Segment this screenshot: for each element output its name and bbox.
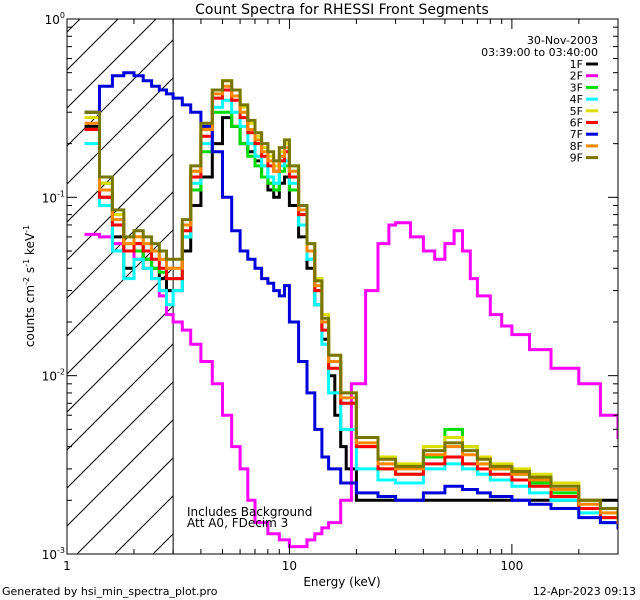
y-tick-labels: 10-3 10-2 10-1 100: [42, 11, 65, 562]
legend-label-2f: 2F: [570, 70, 583, 83]
legend-label-1f: 1F: [570, 58, 583, 71]
plot-frame: [66, 18, 619, 555]
chart-title: Count Spectra for RHESSI Front Segments: [195, 2, 489, 18]
legend-label-5f: 5F: [570, 105, 583, 118]
date-annotation: 30-Nov-2003 03:39:00 to 03:40:00: [481, 34, 598, 59]
series-line-7f: [84, 71, 618, 530]
axis-ticks: [66, 18, 619, 555]
footer-generated-by: Generated by hsi_min_spectra_plot.pro: [2, 585, 218, 598]
hatched-region: [67, 19, 174, 554]
hatch-line: [67, 305, 174, 413]
y-tick-label: 10-3: [42, 546, 65, 562]
annotations: Includes Background Att A0, FDecim 3: [187, 505, 312, 530]
y-tick-label: 10-1: [42, 189, 65, 205]
y-tick-label: 10-2: [42, 368, 65, 384]
series-line-6f: [84, 88, 618, 530]
footer-timestamp: 12-Apr-2023 09:13: [533, 585, 636, 598]
hatch-line: [67, 39, 174, 147]
legend-label-6f: 6F: [570, 117, 583, 130]
annotation-background: Includes Background: [187, 505, 312, 519]
x-tick-label: 10: [282, 559, 297, 573]
series-line-4f: [84, 98, 618, 530]
hatch-line: [67, 419, 174, 527]
series-lines: [84, 71, 618, 549]
x-tick-label: 1: [63, 559, 71, 573]
hatch-line: [67, 115, 174, 223]
hatch-line: [67, 229, 174, 337]
x-tick-labels: 1 10 100: [63, 559, 523, 573]
x-tick-label: 100: [500, 559, 523, 573]
series-line-2f: [84, 221, 618, 549]
legend-label-9f: 9F: [570, 152, 583, 165]
y-axis-label: counts cm-2 s-1 keV-1: [22, 225, 37, 347]
y-tick-label: 100: [45, 11, 65, 27]
hatch-line: [67, 19, 81, 33]
hatch-line: [67, 381, 174, 489]
legend-label-3f: 3F: [570, 81, 583, 94]
series-line-3f: [84, 110, 618, 525]
legend-label-7f: 7F: [570, 128, 583, 141]
time-range-text: 03:39:00 to 03:40:00: [481, 46, 598, 59]
x-axis-label: Energy (keV): [303, 575, 380, 589]
legend-label-4f: 4F: [570, 93, 583, 106]
hatch-line: [67, 19, 157, 109]
series-line-8f: [84, 84, 618, 525]
hatch-line: [76, 457, 174, 554]
series-line-9f: [84, 79, 618, 520]
legend-label-8f: 8F: [570, 140, 583, 153]
hatch-line: [67, 191, 174, 299]
date-text: 30-Nov-2003: [527, 34, 598, 47]
hatch-line: [67, 77, 174, 185]
annotation-attenuator: Att A0, FDecim 3: [187, 516, 288, 530]
